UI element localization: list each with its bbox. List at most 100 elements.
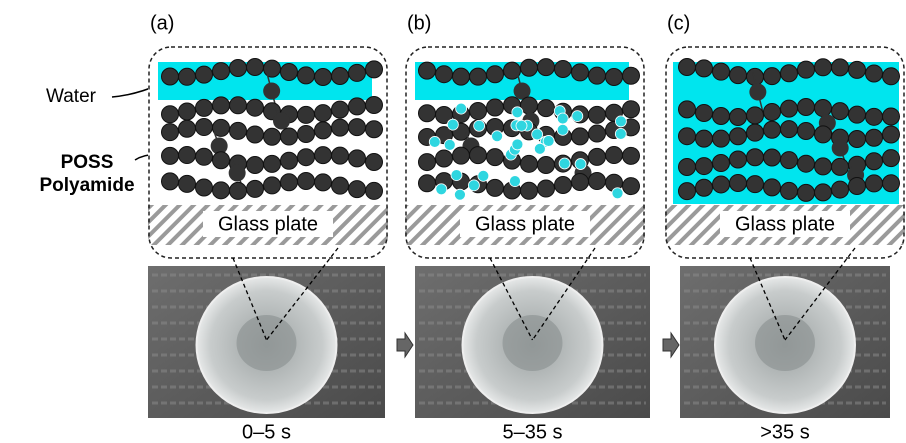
poss-unit: [332, 101, 349, 118]
water-molecule: [447, 119, 458, 130]
poss-unit: [832, 59, 849, 76]
poss-unit: [696, 60, 713, 77]
glass-label: Glass plate: [218, 213, 318, 235]
poss-unit: [730, 128, 747, 145]
poss-unit: [747, 176, 764, 193]
water-molecule: [468, 180, 479, 191]
poss-unit: [196, 99, 213, 116]
polyamide-label: Polyamide: [39, 175, 134, 196]
poss-unit: [281, 63, 298, 80]
poss-unit: [298, 173, 315, 190]
droplet: [755, 315, 815, 371]
poss-unit: [696, 104, 713, 121]
poss-unit: [883, 175, 900, 192]
panel-label: (c): [667, 12, 690, 34]
poss-unit: [815, 126, 832, 143]
poss-unit: [866, 153, 883, 170]
poss-unit: [230, 97, 247, 114]
poss-unit: [866, 108, 883, 125]
poss-unit: [315, 147, 332, 164]
glass-label: Glass plate: [735, 213, 835, 235]
poss-unit: [883, 150, 900, 167]
poss-unit: [555, 60, 572, 77]
poss-unit: [213, 63, 230, 80]
glass-label: Glass plate: [475, 213, 575, 235]
poss-unit: [315, 68, 332, 85]
poss-unit: [730, 67, 747, 84]
poss-unit: [332, 147, 349, 164]
poss-unit: [606, 68, 623, 85]
poss-unit: [521, 182, 538, 199]
poss-unit: [623, 178, 640, 195]
water-molecule: [492, 131, 503, 142]
poss-unit: [883, 108, 900, 125]
poss-unit: [713, 130, 730, 147]
poss-unit: [730, 175, 747, 192]
poss-unit: [162, 106, 179, 123]
poss-unit: [815, 59, 832, 76]
poss-unit: [866, 129, 883, 146]
poss-unit: [298, 125, 315, 142]
poss-unit: [781, 121, 798, 138]
poss-unit: [679, 59, 696, 76]
poss-unit: [696, 179, 713, 196]
poss-unit: [538, 59, 555, 76]
poss-unit: [332, 67, 349, 84]
poss-unit: [521, 59, 538, 76]
poss-unit: [866, 65, 883, 82]
poss-unit: [179, 147, 196, 164]
poss-unit: [247, 99, 264, 116]
poss-unit: [179, 175, 196, 192]
water-molecule: [557, 113, 568, 124]
water-molecule: [516, 120, 527, 131]
poss-unit: [572, 173, 589, 190]
poss-unit: [832, 103, 849, 120]
callout: Glass plate: [665, 47, 905, 258]
water-molecule: [543, 135, 554, 146]
poss-unit: [798, 99, 815, 116]
poss-unit: [679, 158, 696, 175]
poss-unit: [213, 97, 230, 114]
poss-unit: [781, 182, 798, 199]
poss-unit: [196, 148, 213, 165]
poss-unit: [555, 176, 572, 193]
poss-unit: [162, 147, 179, 164]
poss-unit: [883, 126, 900, 143]
poss-unit: [572, 64, 589, 81]
callout: Glass plate: [405, 47, 645, 258]
poss-unit: [781, 65, 798, 82]
poss-unit: [281, 128, 298, 145]
poss-unit: [229, 165, 246, 182]
poss-unit: [264, 155, 281, 172]
step-arrow: [663, 333, 679, 357]
poss-unit: [679, 101, 696, 118]
poss-label: POSS: [61, 152, 114, 173]
poss-unit: [713, 155, 730, 172]
poss-unit: [623, 67, 640, 84]
poss-unit: [213, 152, 230, 169]
water-molecule: [509, 176, 520, 187]
poss-unit: [589, 67, 606, 84]
poss-unit: [832, 158, 849, 175]
poss-unit: [298, 106, 315, 123]
poss-unit: [196, 119, 213, 136]
water-molecule: [575, 159, 586, 170]
poss-unit: [247, 156, 264, 173]
water-molecule: [612, 188, 623, 199]
poss-unit: [366, 61, 383, 78]
poss-unit: [883, 68, 900, 85]
poss-unit: [798, 155, 815, 172]
poss-unit: [747, 107, 764, 124]
poss-unit: [538, 100, 555, 117]
poss-unit: [798, 184, 815, 201]
poss-unit: [349, 119, 366, 136]
poss-unit: [179, 68, 196, 85]
poss-unit: [589, 173, 606, 190]
poss-unit: [470, 103, 487, 120]
poss-unit: [332, 177, 349, 194]
poss-unit: [747, 124, 764, 141]
water-molecule: [456, 103, 467, 114]
poss-unit: [213, 182, 230, 199]
poss-unit: [572, 128, 589, 145]
poss-unit: [298, 67, 315, 84]
